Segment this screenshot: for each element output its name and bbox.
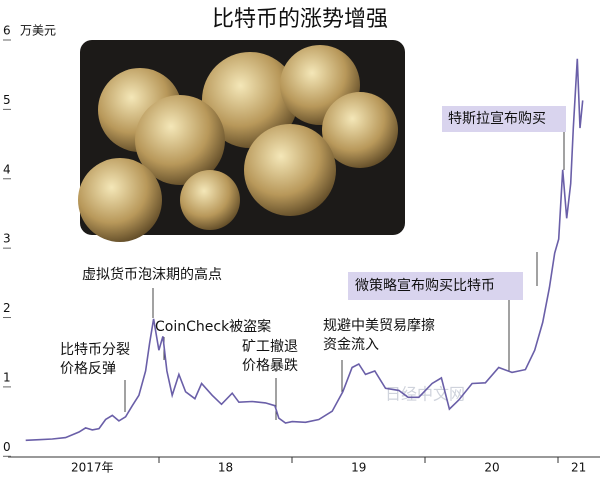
annotation: 资金流入 [323,337,379,353]
x-tick-label: 2017年 [71,461,114,475]
y-tick-label: 3 [3,232,11,246]
annotation: 特斯拉宣布购买 [448,111,546,127]
annotation: 虚拟货币泡沫期的高点 [82,266,222,283]
y-tick-label: 5 [3,93,11,107]
annotation: 价格反弹 [60,361,116,377]
y-tick-label: 2 [3,301,11,315]
y-tick-label: 6 [3,24,11,38]
chart-title: 比特币的涨势增强 [212,7,388,32]
coins-photo [78,40,405,242]
year-separators [158,457,559,463]
annotation: CoinCheck被盗案 [155,318,271,335]
x-tick-label: 20 [484,461,499,475]
annotation: 比特币分裂 [60,342,130,358]
y-unit: 万美元 [20,24,56,38]
watermark: 日经中文网 [385,385,465,404]
y-tick-label: 1 [3,370,11,384]
price-line [25,58,584,442]
annotation-box [442,106,566,132]
annotation: 价格暴跌 [242,358,298,374]
annotation-box [348,272,523,300]
x-tick-label: 19 [351,461,366,475]
y-tick-label: 4 [3,162,11,176]
y-tick-label: 0 [3,440,11,454]
annotation: 微策略宣布购买比特币 [355,277,495,294]
annotation: 规避中美贸易摩擦 [323,317,435,334]
annotation: 矿工撤退 [242,339,298,355]
x-tick-label: 21 [571,461,586,475]
x-tick-label: 18 [218,461,233,475]
